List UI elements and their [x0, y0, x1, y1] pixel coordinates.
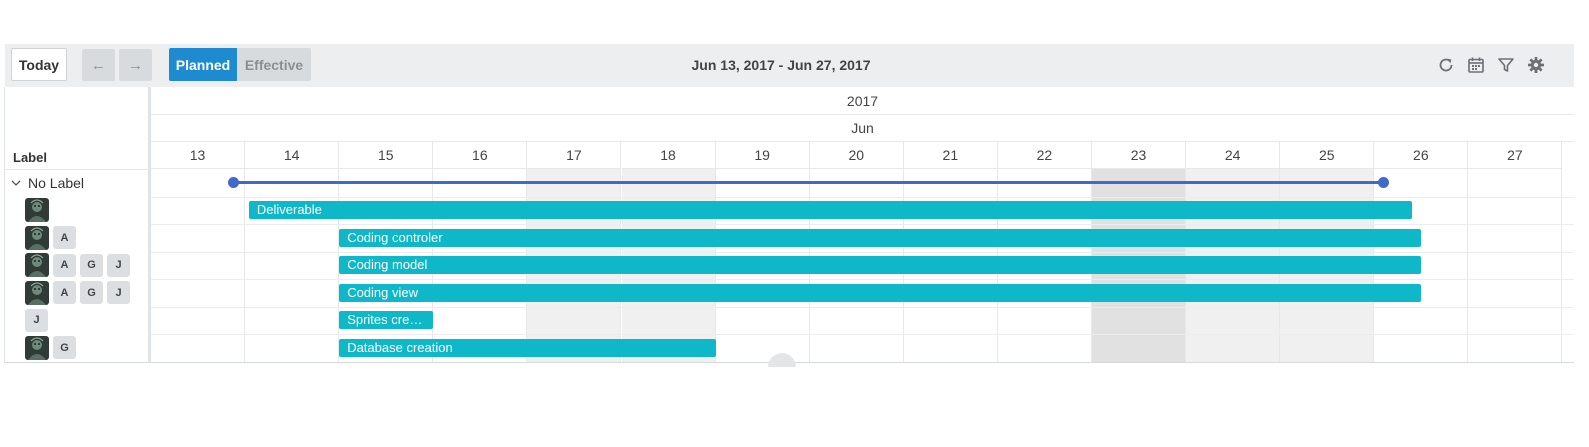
- resource-row[interactable]: G: [5, 334, 148, 361]
- day-header: 16: [433, 142, 528, 169]
- scroll-handle[interactable]: [768, 353, 796, 367]
- day-header: 20: [809, 142, 904, 169]
- label-column-header: Label: [13, 150, 47, 165]
- day-header: 13: [151, 142, 246, 169]
- row-divider: [151, 334, 1574, 335]
- month-header: Jun: [151, 115, 1574, 142]
- avatar: [25, 198, 49, 222]
- row-divider: [151, 306, 1574, 308]
- assignee-chip: J: [25, 308, 48, 332]
- task-label: Database creation: [347, 339, 453, 355]
- task-label: Coding view: [347, 284, 419, 300]
- day-header: 14: [245, 142, 340, 169]
- planned-toggle[interactable]: Planned: [169, 48, 237, 81]
- day-column: [245, 169, 340, 363]
- refresh-icon[interactable]: [1435, 54, 1457, 76]
- summary-end-handle[interactable]: [1378, 177, 1390, 189]
- avatar: [25, 280, 49, 305]
- filter-icon[interactable]: [1495, 54, 1517, 76]
- day-header: 21: [903, 142, 998, 169]
- day-column: [1374, 169, 1469, 363]
- day-header: 15: [339, 142, 434, 169]
- day-column: [151, 169, 246, 363]
- day-header: 23: [1092, 142, 1187, 169]
- date-range: Jun 13, 2017 - Jun 27, 2017: [691, 57, 871, 73]
- row-divider: [151, 279, 1574, 280]
- prev-button[interactable]: ←: [82, 49, 115, 81]
- day-header: 25: [1280, 142, 1375, 169]
- assignee-chip: G: [53, 336, 76, 359]
- task-label: Coding controler: [347, 229, 443, 245]
- avatar: [25, 253, 49, 277]
- group-row-no-label[interactable]: No Label: [5, 169, 148, 196]
- day-header: 24: [1186, 142, 1281, 169]
- left-border: [4, 87, 5, 363]
- assignee-chip: A: [53, 281, 76, 304]
- day-header: 27: [1468, 142, 1563, 169]
- header-divider: [5, 169, 148, 170]
- task-bar[interactable]: Database creation: [339, 338, 716, 357]
- toolbar: Today ← → Planned Effective Jun 13, 2017…: [5, 44, 1574, 87]
- task-label: Coding model: [347, 257, 428, 273]
- day-header: 26: [1374, 142, 1469, 169]
- avatar: [25, 335, 49, 360]
- task-bar[interactable]: Coding view: [339, 283, 1422, 302]
- assignee-chip: J: [107, 281, 130, 304]
- resource-row[interactable]: J: [5, 307, 148, 334]
- chevron-down-icon[interactable]: [10, 177, 22, 189]
- assignee-chip: A: [53, 226, 76, 249]
- assignee-chip: G: [80, 281, 103, 304]
- day-header: 22: [997, 142, 1092, 169]
- day-header: 19: [715, 142, 810, 169]
- resource-row[interactable]: A: [5, 224, 148, 251]
- today-button[interactable]: Today: [11, 48, 67, 81]
- task-label: Sprites cre…: [347, 312, 423, 328]
- timeline-pane: 2017 Jun 13 14 15 16 17 18 19 20 21 22 23 24 25 26 27 D…: [151, 87, 1574, 363]
- day-header: 17: [527, 142, 622, 169]
- resource-row[interactable]: [5, 197, 148, 224]
- summary-line[interactable]: [233, 181, 1384, 185]
- year-header: 2017: [151, 87, 1574, 115]
- effective-toggle[interactable]: Effective: [237, 48, 311, 81]
- task-bar[interactable]: Coding model: [339, 256, 1422, 275]
- assignee-chip: A: [53, 253, 76, 277]
- assignee-chip: J: [107, 253, 130, 277]
- avatar: [25, 225, 49, 250]
- task-bar[interactable]: Sprites cre…: [339, 311, 434, 330]
- row-divider: [151, 196, 1574, 198]
- row-divider: [151, 224, 1574, 225]
- day-header: 18: [621, 142, 716, 169]
- row-divider: [151, 251, 1574, 253]
- summary-start-handle[interactable]: [228, 177, 240, 189]
- pane-splitter[interactable]: [148, 87, 151, 363]
- day-column: [1468, 169, 1563, 363]
- task-bar[interactable]: Coding controler: [339, 228, 1422, 247]
- task-label: Deliverable: [256, 202, 322, 218]
- assignee-chip: G: [80, 253, 103, 277]
- calendar-icon[interactable]: [1465, 54, 1487, 76]
- group-label: No Label: [28, 174, 85, 191]
- gear-icon[interactable]: [1525, 54, 1547, 76]
- next-button[interactable]: →: [119, 49, 152, 81]
- task-bar[interactable]: Deliverable: [248, 201, 1412, 220]
